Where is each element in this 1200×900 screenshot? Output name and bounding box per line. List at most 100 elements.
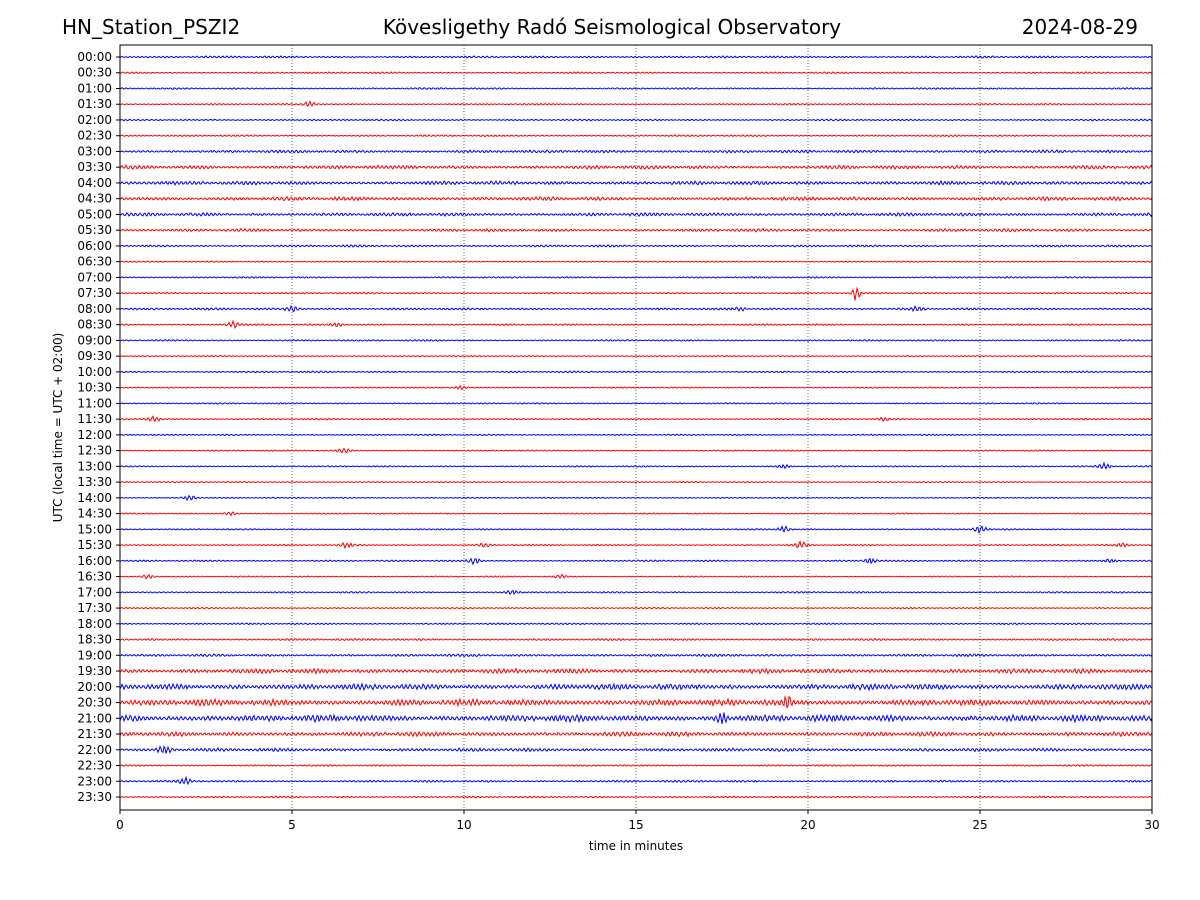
y-tick-label: 07:30 xyxy=(77,286,112,300)
y-tick-label: 06:30 xyxy=(77,255,112,269)
trace-1500 xyxy=(119,525,1153,535)
y-axis-label: UTC (local time = UTC + 02:00) xyxy=(51,333,65,523)
trace-0400 xyxy=(119,179,1153,186)
trace-0730 xyxy=(119,286,1153,301)
y-tick-label: 09:00 xyxy=(77,333,112,347)
y-tick-label: 17:30 xyxy=(77,601,112,615)
y-tick-label: 21:00 xyxy=(77,711,112,725)
x-tick-label: 5 xyxy=(288,818,296,832)
trace-1700 xyxy=(119,589,1153,596)
trace-1330 xyxy=(119,480,1153,484)
y-tick-label: 21:30 xyxy=(77,727,112,741)
y-tick-label: 19:00 xyxy=(77,648,112,662)
trace-2200 xyxy=(119,745,1153,754)
trace-0930 xyxy=(119,354,1153,358)
trace-1400 xyxy=(119,494,1153,502)
trace-1000 xyxy=(119,370,1153,374)
trace-1100 xyxy=(119,402,1153,405)
y-tick-label: 10:30 xyxy=(77,381,112,395)
y-tick-label: 18:00 xyxy=(77,617,112,631)
trace-1800 xyxy=(119,622,1153,626)
y-tick-label: 05:00 xyxy=(77,207,112,221)
trace-0700 xyxy=(119,275,1153,279)
y-tick-label: 12:00 xyxy=(77,428,112,442)
y-tick-label: 01:00 xyxy=(77,81,112,95)
y-tick-label: 03:00 xyxy=(77,144,112,158)
trace-0330 xyxy=(119,164,1153,171)
trace-0230 xyxy=(119,134,1153,138)
trace-0130 xyxy=(119,100,1153,107)
trace-2100 xyxy=(119,712,1153,725)
y-tick-label: 02:30 xyxy=(77,129,112,143)
trace-0800 xyxy=(119,305,1153,313)
trace-2230 xyxy=(119,764,1153,768)
trace-0830 xyxy=(119,319,1153,329)
trace-1630 xyxy=(119,573,1153,580)
trace-0900 xyxy=(119,338,1153,342)
y-tick-label: 16:00 xyxy=(77,554,112,568)
observatory-title: Kövesligethy Radó Seismological Observat… xyxy=(382,15,842,39)
y-tick-label: 18:30 xyxy=(77,633,112,647)
trace-1900 xyxy=(119,653,1153,658)
y-tick-label: 12:30 xyxy=(77,444,112,458)
trace-0030 xyxy=(119,71,1153,75)
trace-1200 xyxy=(119,433,1153,437)
y-tick-label: 22:30 xyxy=(77,759,112,773)
station-name: HN_Station_PSZI2 xyxy=(62,15,241,39)
x-tick-label: 25 xyxy=(972,818,987,832)
y-tick-label: 01:30 xyxy=(77,97,112,111)
y-tick-label: 20:00 xyxy=(77,680,112,694)
trace-0630 xyxy=(119,260,1153,263)
y-tick-label: 00:00 xyxy=(77,50,112,64)
y-tick-label: 10:00 xyxy=(77,365,112,379)
trace-2030 xyxy=(119,695,1153,710)
trace-0300 xyxy=(119,149,1153,154)
y-tick-label: 23:00 xyxy=(77,774,112,788)
y-tick-label: 00:30 xyxy=(77,66,112,80)
trace-0430 xyxy=(119,195,1153,202)
y-tick-label: 11:30 xyxy=(77,412,112,426)
y-tick-label: 20:30 xyxy=(77,696,112,710)
trace-2330 xyxy=(119,795,1153,799)
trace-2300 xyxy=(119,775,1153,786)
y-tick-label: 22:00 xyxy=(77,743,112,757)
y-tick-label: 15:30 xyxy=(77,538,112,552)
y-tick-label: 16:30 xyxy=(77,570,112,584)
trace-1430 xyxy=(119,511,1153,517)
trace-0530 xyxy=(119,227,1153,233)
y-tick-label: 04:00 xyxy=(77,176,112,190)
x-tick-label: 15 xyxy=(628,818,643,832)
trace-0500 xyxy=(119,211,1153,218)
y-tick-label: 15:00 xyxy=(77,522,112,536)
y-tick-label: 09:30 xyxy=(77,349,112,363)
trace-1530 xyxy=(119,539,1153,550)
y-tick-label: 23:30 xyxy=(77,790,112,804)
y-tick-label: 02:00 xyxy=(77,113,112,127)
y-tick-label: 19:30 xyxy=(77,664,112,678)
date-label: 2024-08-29 xyxy=(1021,15,1138,39)
x-tick-label: 10 xyxy=(456,818,471,832)
y-tick-label: 08:00 xyxy=(77,302,112,316)
x-tick-label: 20 xyxy=(800,818,815,832)
trace-1300 xyxy=(119,461,1153,470)
trace-2130 xyxy=(119,730,1153,738)
trace-1830 xyxy=(119,637,1153,642)
y-tick-label: 07:00 xyxy=(77,270,112,284)
y-tick-label: 05:30 xyxy=(77,223,112,237)
y-tick-label: 08:30 xyxy=(77,318,112,332)
x-axis-label: time in minutes xyxy=(589,839,683,853)
x-tick-label: 30 xyxy=(1144,818,1159,832)
trace-1730 xyxy=(119,606,1153,610)
y-tick-label: 14:30 xyxy=(77,507,112,521)
trace-1930 xyxy=(119,667,1153,675)
y-tick-label: 14:00 xyxy=(77,491,112,505)
trace-0100 xyxy=(119,86,1153,91)
trace-1030 xyxy=(119,384,1153,391)
trace-0600 xyxy=(119,244,1153,248)
y-tick-label: 11:00 xyxy=(77,396,112,410)
y-tick-label: 06:00 xyxy=(77,239,112,253)
y-tick-label: 13:30 xyxy=(77,475,112,489)
trace-1230 xyxy=(119,447,1153,454)
trace-0200 xyxy=(119,118,1153,122)
